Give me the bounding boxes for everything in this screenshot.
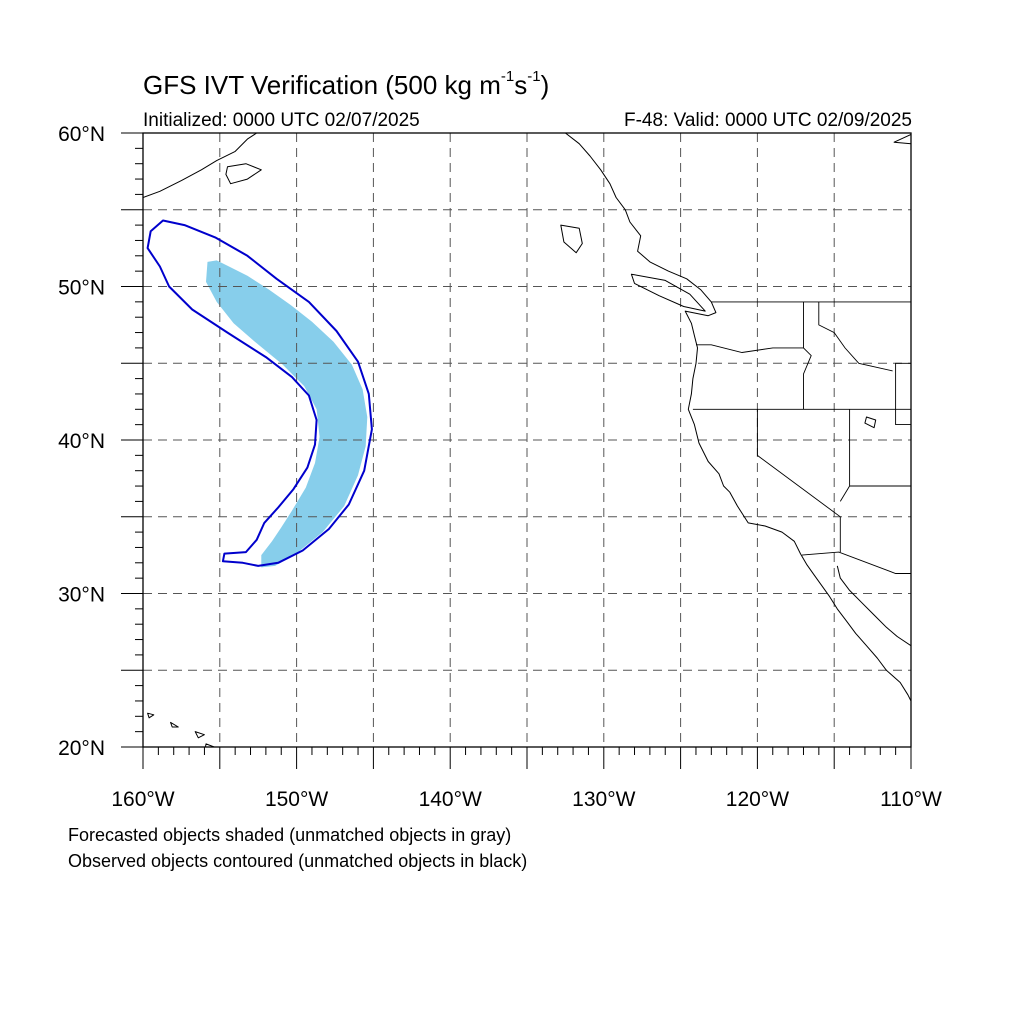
political-border [803,347,812,410]
political-border [818,301,893,372]
island-outline [194,731,205,739]
observed-object-contour [146,219,373,567]
initialized-time: Initialized: 0000 UTC 02/07/2025 [143,110,420,131]
latitude-label: 40°N [58,430,105,453]
longitude-label: 150°W [265,788,328,811]
political-border [839,409,851,502]
island-outline [225,163,262,185]
island-outline [560,224,583,254]
figure-title: GFS IVT Verification (500 kg m-1s-1) [143,68,550,101]
title-exponent-1: -1 [500,68,515,86]
political-border [895,362,911,426]
valid-time: F-48: Valid: 0000 UTC 02/09/2025 [624,110,912,131]
latitude-label: 50°N [58,277,105,300]
title-exponent-2: -1 [527,68,541,86]
island-outline [170,721,179,728]
political-border [801,551,911,574]
longitude-label: 120°W [726,788,789,811]
caption-forecast: Forecasted objects shaded (unmatched obj… [68,825,512,845]
longitude-label: 110°W [880,788,942,811]
political-border [756,409,841,553]
political-border [696,301,804,353]
island-outline [147,712,155,719]
title-mid: s [514,70,528,100]
title-suffix: ) [540,70,550,100]
forecast-object-shading [206,260,368,568]
title-prefix: GFS IVT Verification (500 kg m [143,70,501,100]
latitude-label: 60°N [58,123,105,146]
island-outline [630,273,706,312]
coastline-west [565,133,911,702]
coastline-northeast [893,134,911,145]
latitude-label: 20°N [58,737,105,760]
longitude-label: 160°W [111,788,174,811]
latitude-label: 30°N [58,584,105,607]
lake-outline [864,416,877,429]
coastline-alaska [143,133,257,198]
longitude-label: 140°W [419,788,482,811]
coastline-gulf-of-california [836,565,911,647]
caption-observed: Observed objects contoured (unmatched ob… [68,851,528,871]
longitude-label: 130°W [572,788,635,811]
